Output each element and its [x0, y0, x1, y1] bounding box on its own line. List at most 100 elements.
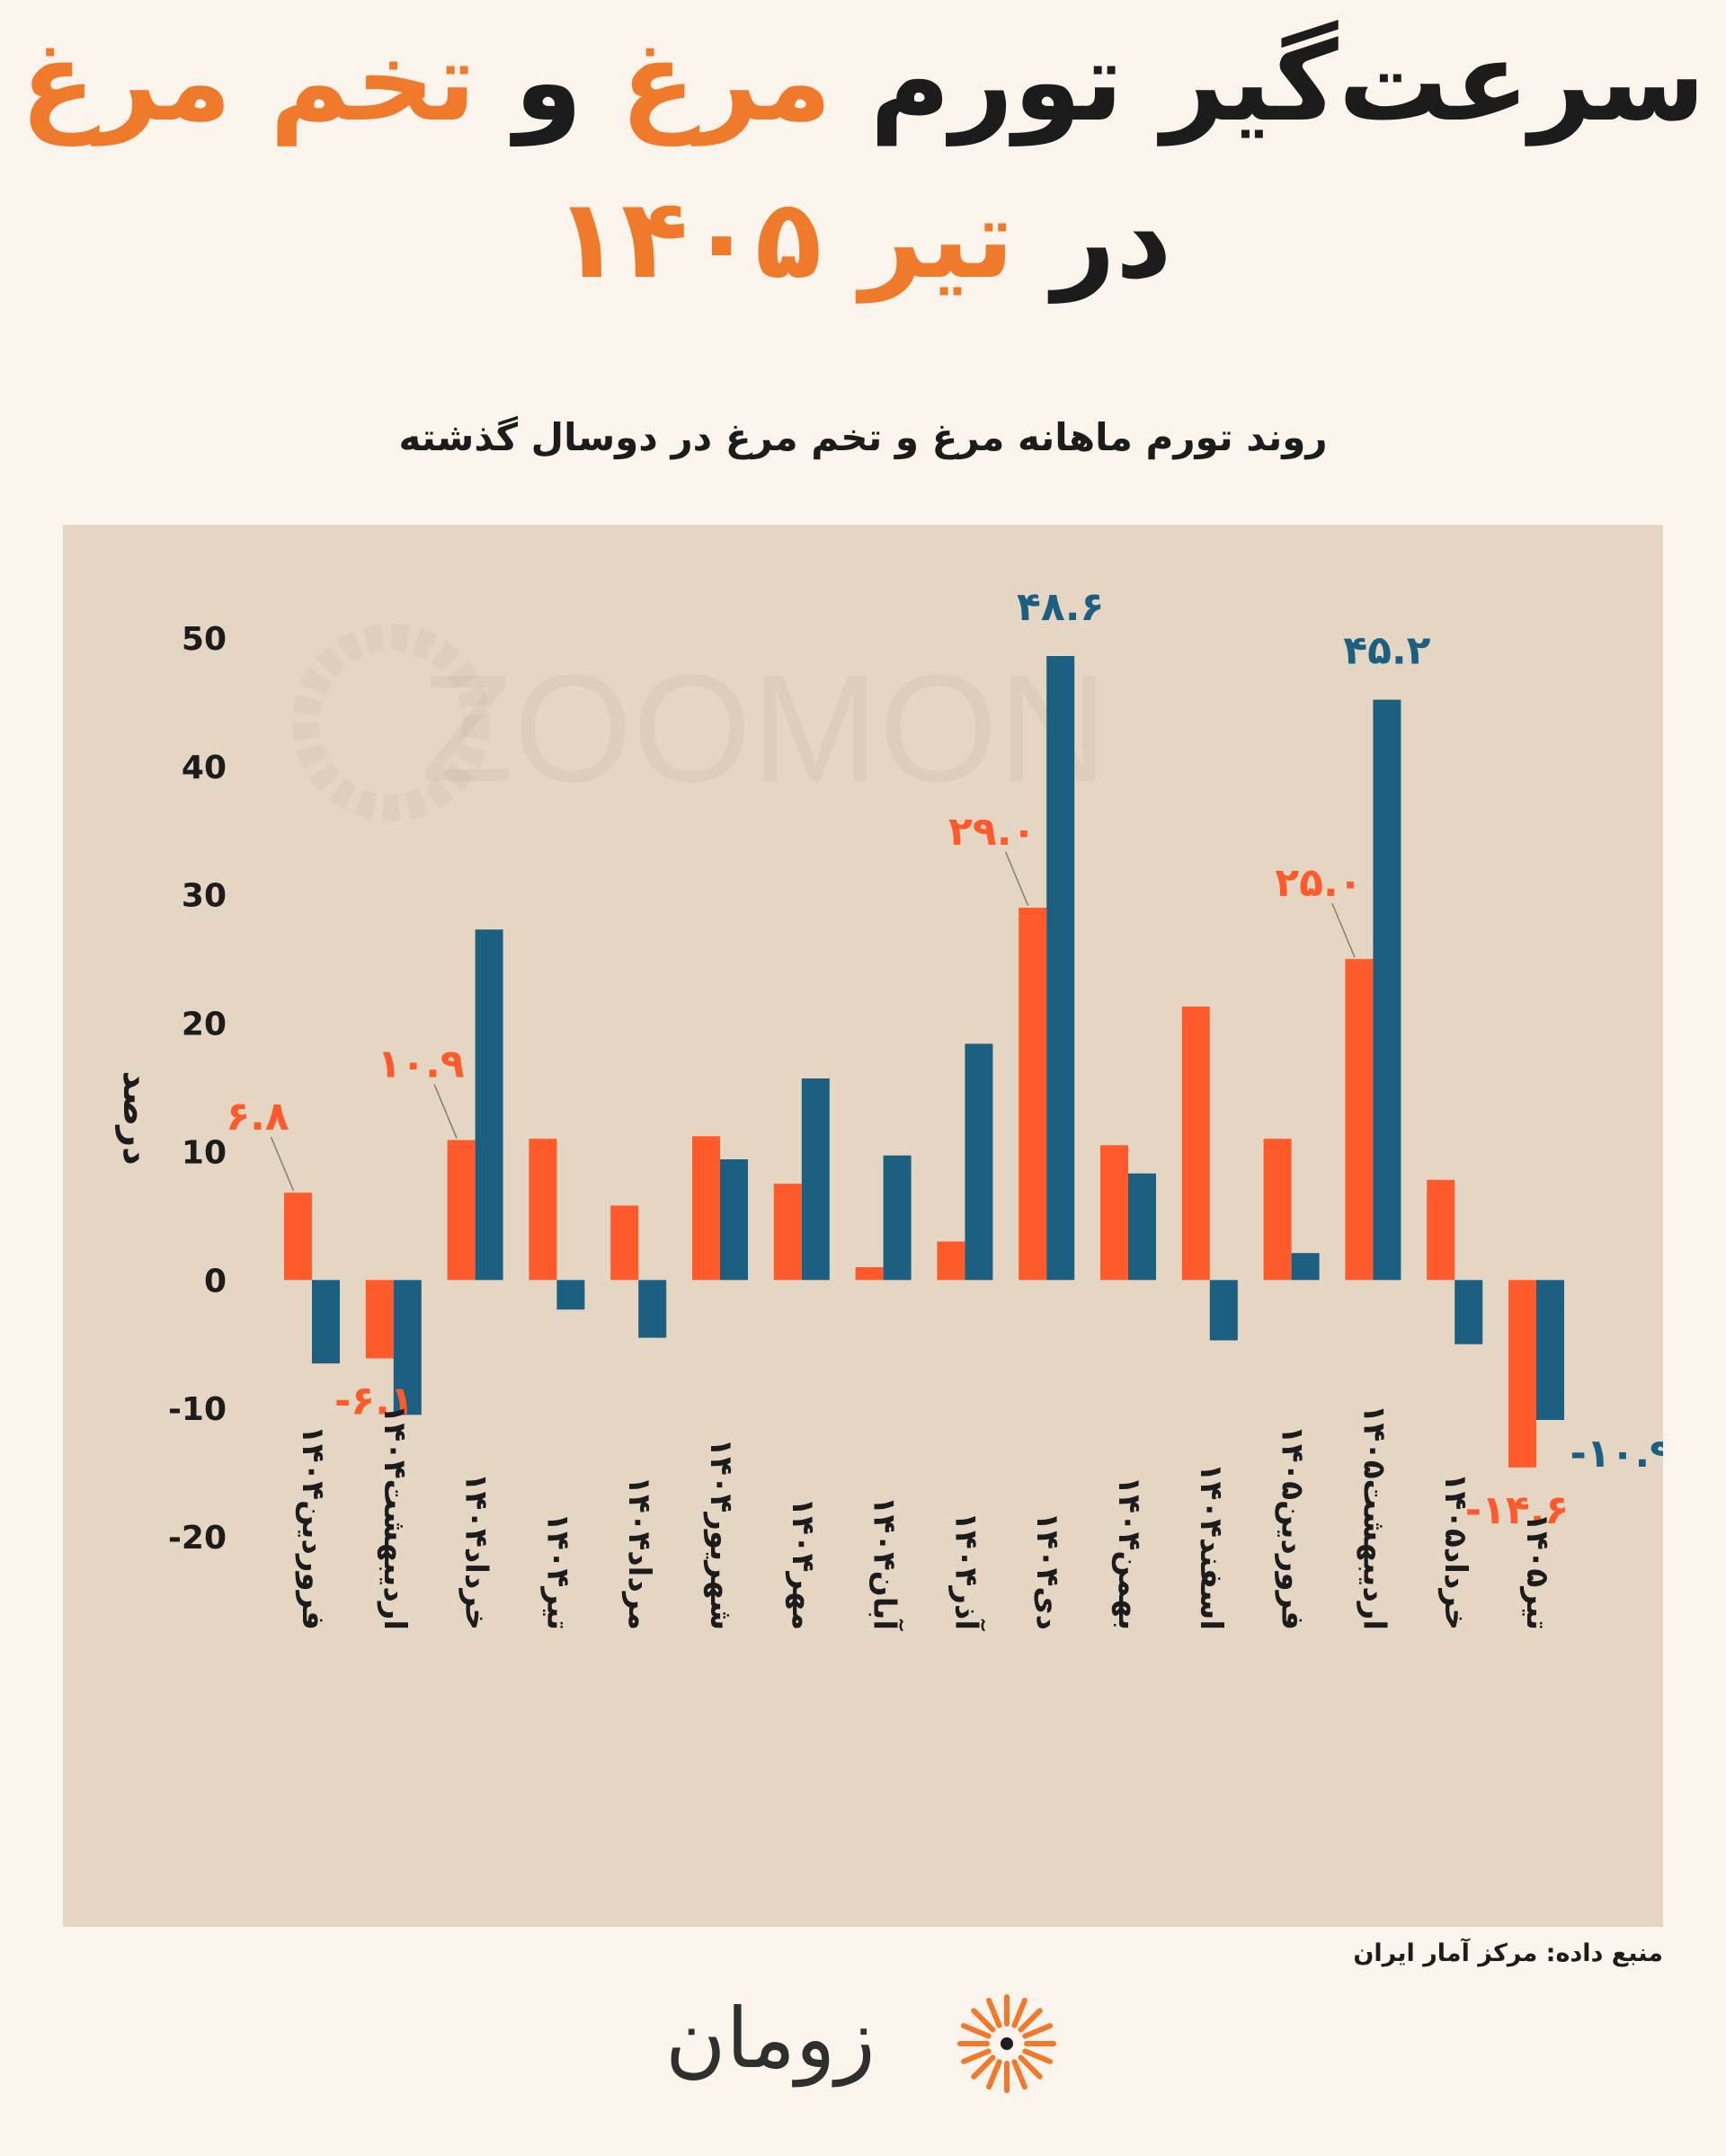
- bar-series-2: [1373, 699, 1401, 1281]
- logo-sun-icon: [957, 1994, 1056, 2093]
- bar-series-1: [610, 1205, 639, 1281]
- x-tick-label: خرداد۱۴۰۵: [1437, 1473, 1473, 1630]
- data-label: ۴۵.۲: [1343, 628, 1430, 674]
- bar-series-1: [529, 1139, 557, 1281]
- logo-ray: [1022, 2048, 1054, 2064]
- x-tick-label: دی۱۴۰۴: [1029, 1512, 1065, 1630]
- bar-series-2: [312, 1280, 340, 1364]
- watermark: ZOOMON: [292, 624, 1108, 821]
- bar-series-1: [1427, 1179, 1455, 1281]
- x-tick-label: آبان۱۴۰۴: [867, 1496, 904, 1632]
- x-tick-label: آذر۱۴۰۴: [948, 1512, 985, 1631]
- y-axis-ticks: 50 40 30 20 10 0 -10 -20: [168, 621, 227, 1557]
- logo-ray: [1022, 2023, 1054, 2039]
- logo-ray: [1011, 2059, 1028, 2090]
- bar-series-1: [692, 1136, 720, 1281]
- bar-series-2: [1536, 1280, 1564, 1420]
- source-note: منبع داده: مرکز آمار ایران: [1353, 1939, 1663, 1967]
- bar-series-2: [393, 1280, 422, 1415]
- x-tick-label: خرداد۱۴۰۴: [458, 1473, 494, 1630]
- leader-lines: [270, 851, 1356, 1192]
- data-label: -۱۰.۹: [1570, 1431, 1664, 1477]
- bar-series-1: [1345, 959, 1374, 1281]
- x-tick-label: بهمن۱۴۰۴: [1111, 1476, 1147, 1630]
- bar-series-1: [1508, 1280, 1536, 1468]
- leader-line: [270, 1136, 295, 1192]
- watermark-sun-icon: [292, 624, 490, 821]
- data-label: ۴۸.۶: [1017, 584, 1104, 630]
- logo-ray: [986, 1997, 1002, 2028]
- bar-series-1: [773, 1184, 802, 1281]
- title-word-2: مرغ: [620, 18, 832, 146]
- bar-series-1: [447, 1140, 476, 1281]
- logo-ray: [960, 2048, 992, 2064]
- leader-line: [1005, 851, 1029, 907]
- y-tick-label: 0: [204, 1263, 227, 1300]
- y-tick-label: 50: [182, 621, 227, 658]
- y-tick-label: -10: [168, 1391, 227, 1428]
- y-axis-label: درصد: [115, 1070, 156, 1165]
- bars: [284, 656, 1564, 1468]
- data-label: ۶.۸: [226, 1094, 289, 1140]
- bar-series-2: [1046, 656, 1075, 1281]
- logo: زومان: [665, 1986, 1061, 2103]
- bar-series-2: [720, 1159, 748, 1281]
- bar-series-1: [855, 1267, 884, 1281]
- logo-ray: [1011, 1997, 1028, 2028]
- bar-series-2: [475, 929, 503, 1281]
- bar-series-2: [1128, 1173, 1156, 1281]
- chart-panel: ZOOMON درصد 50 40 30 20 10 0 -10 -20 ۶.۸ -۶.۱ ۱۰.…: [63, 525, 1663, 1927]
- x-axis-labels: فروردین۱۴۰۴ اردیبهشت۱۴۰۴ خرداد۱۴۰۴ تیر۱۴۰۴ م…: [295, 1405, 1555, 1632]
- x-tick-label: تیر۱۴۰۵: [1519, 1513, 1555, 1630]
- x-tick-label: فروردین۱۴۰۴: [295, 1425, 331, 1630]
- title-word-6: تیر ۱۴۰۵: [554, 175, 1015, 303]
- watermark-text: ZOOMON: [421, 643, 1108, 814]
- title-word-4: تخم مرغ: [20, 18, 476, 146]
- y-tick-label: 40: [182, 750, 227, 786]
- title-word-1: سرعت‌گیر تورم: [869, 18, 1706, 146]
- data-label: ۲۵.۰: [1275, 860, 1362, 906]
- data-label: ۱۰.۹: [377, 1042, 464, 1087]
- y-tick-label: 20: [182, 1007, 227, 1043]
- x-tick-label: شهریور۱۴۰۴: [703, 1438, 739, 1630]
- bar-series-2: [801, 1078, 830, 1281]
- bar-series-2: [1291, 1253, 1320, 1281]
- logo-ray: [971, 2008, 996, 2033]
- leader-line: [1331, 902, 1356, 958]
- bar-series-1: [937, 1241, 965, 1281]
- title-word-5: در: [1052, 175, 1172, 303]
- bar-series-2: [1209, 1280, 1238, 1341]
- logo-ray: [1018, 2054, 1043, 2080]
- bar-chart: ZOOMON درصد 50 40 30 20 10 0 -10 -20 ۶.۸ -۶.۱ ۱۰.…: [115, 584, 1663, 1632]
- bar-series-1: [1019, 908, 1047, 1281]
- logo-center: [1001, 2037, 1013, 2050]
- bar-series-1: [1100, 1145, 1128, 1281]
- leader-line: [433, 1084, 458, 1139]
- bar-series-1: [1263, 1139, 1292, 1281]
- bar-series-1: [1181, 1007, 1210, 1281]
- title-line-1: سرعت‌گیر تورم مرغ و تخم مرغ: [0, 27, 1726, 137]
- data-labels: ۶.۸ -۶.۱ ۱۰.۹ ۲۹.۰ ۲۵.۰ -۱۴.۶ ۴۸.۶ ۴۵.۲ -۱۰.۹: [226, 584, 1663, 1533]
- x-tick-label: اردیبهشت۱۴۰۴: [377, 1405, 413, 1630]
- x-tick-label: اردیبهشت۱۴۰۵: [1356, 1405, 1392, 1630]
- y-tick-label: -20: [168, 1520, 227, 1557]
- data-label: -۱۴.۶: [1465, 1487, 1570, 1533]
- logo-ray: [960, 2023, 992, 2039]
- title-word-3: و: [514, 18, 583, 146]
- y-tick-label: 10: [182, 1134, 227, 1171]
- y-tick-label: 30: [182, 878, 227, 915]
- bar-series-2: [1455, 1280, 1483, 1344]
- logo-ray: [1018, 2008, 1043, 2033]
- logo-ray: [986, 2059, 1002, 2090]
- x-tick-label: مرداد۱۴۰۴: [621, 1476, 657, 1630]
- bar-series-1: [284, 1193, 312, 1281]
- logo-text: زومان: [665, 1991, 876, 2087]
- x-tick-label: تیر۱۴۰۴: [539, 1513, 575, 1630]
- logo-ray: [971, 2054, 996, 2080]
- bar-series-2: [965, 1043, 993, 1281]
- title-line-2: در تیر ۱۴۰۵: [0, 184, 1726, 294]
- x-tick-label: اسفند۱۴۰۴: [1193, 1463, 1229, 1630]
- bar-series-2: [638, 1280, 667, 1338]
- chart-title: روند تورم ماهانه مرغ و تخم مرغ در دوسال …: [398, 415, 1328, 459]
- bar-series-2: [883, 1155, 912, 1281]
